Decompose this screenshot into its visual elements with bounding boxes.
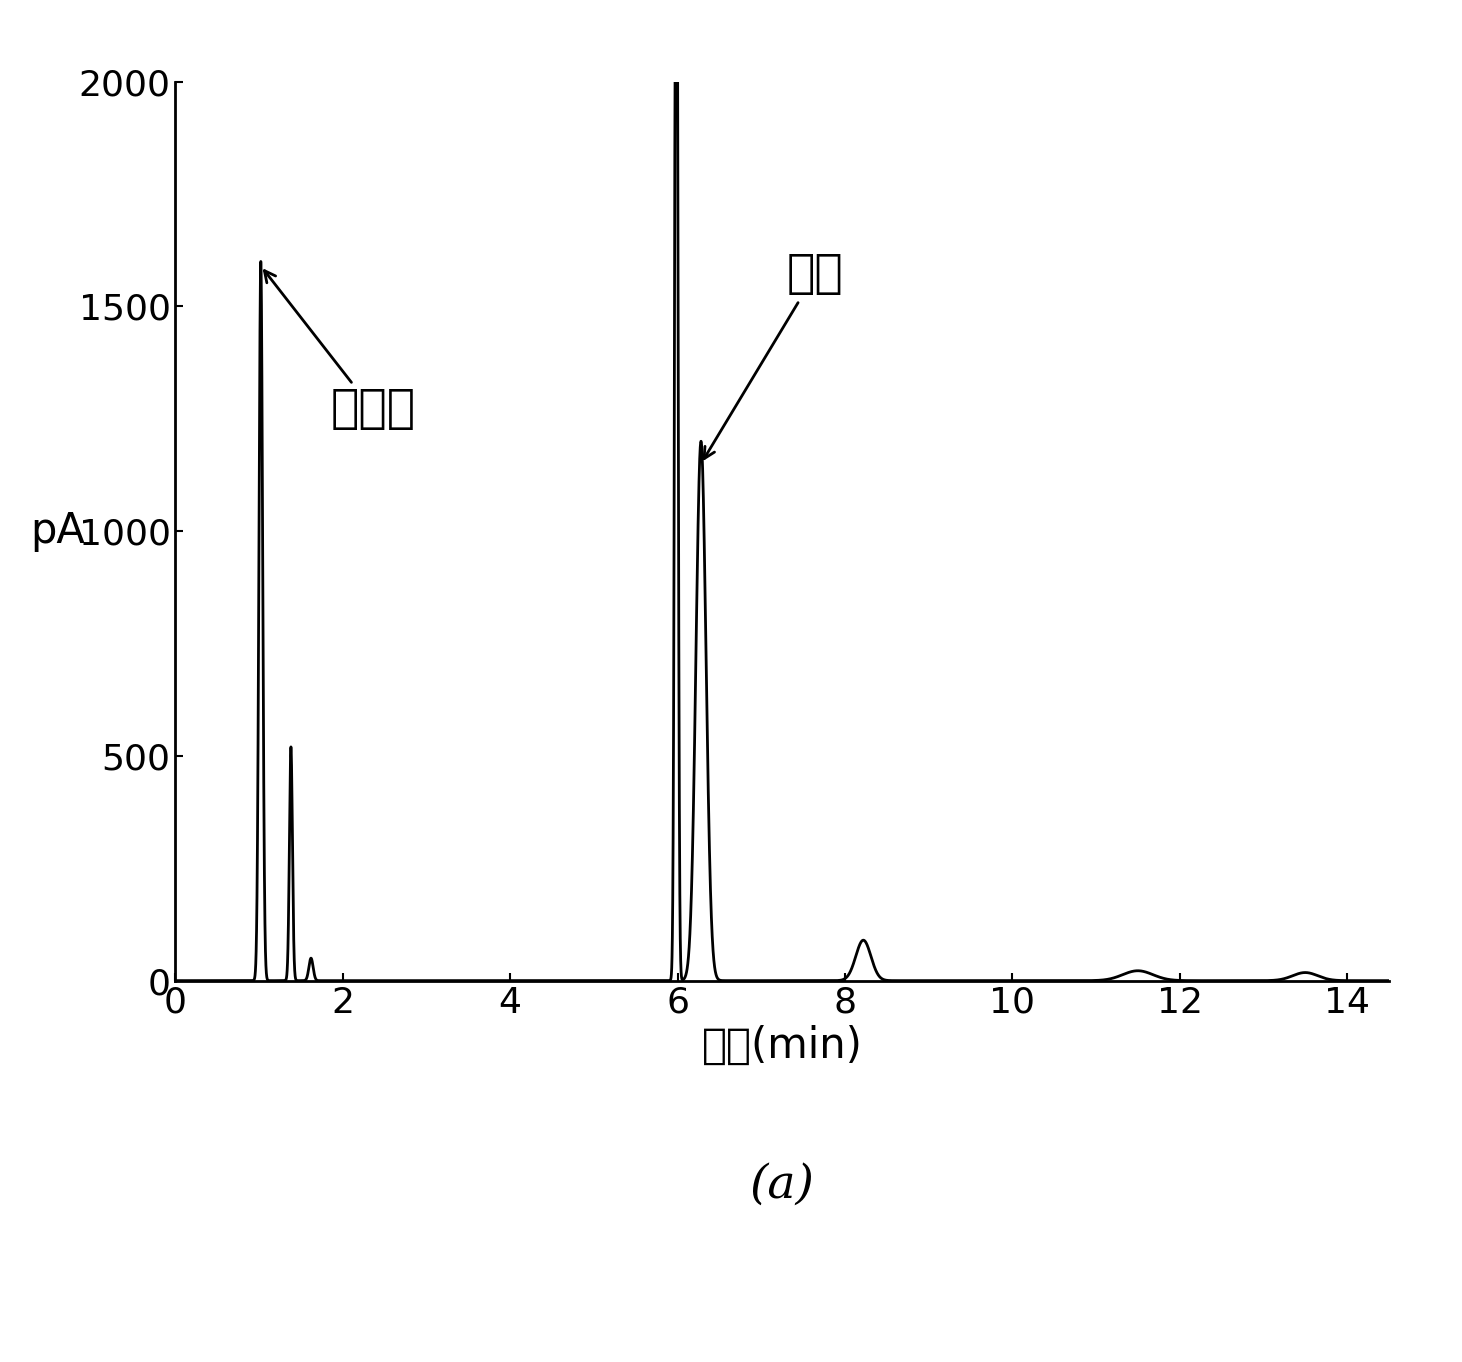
Text: (a): (a) <box>750 1162 814 1208</box>
Text: 乙酸: 乙酸 <box>705 252 844 459</box>
Text: 环已烷: 环已烷 <box>265 271 415 432</box>
Y-axis label: pA: pA <box>31 511 85 552</box>
X-axis label: 时间(min): 时间(min) <box>702 1026 863 1066</box>
